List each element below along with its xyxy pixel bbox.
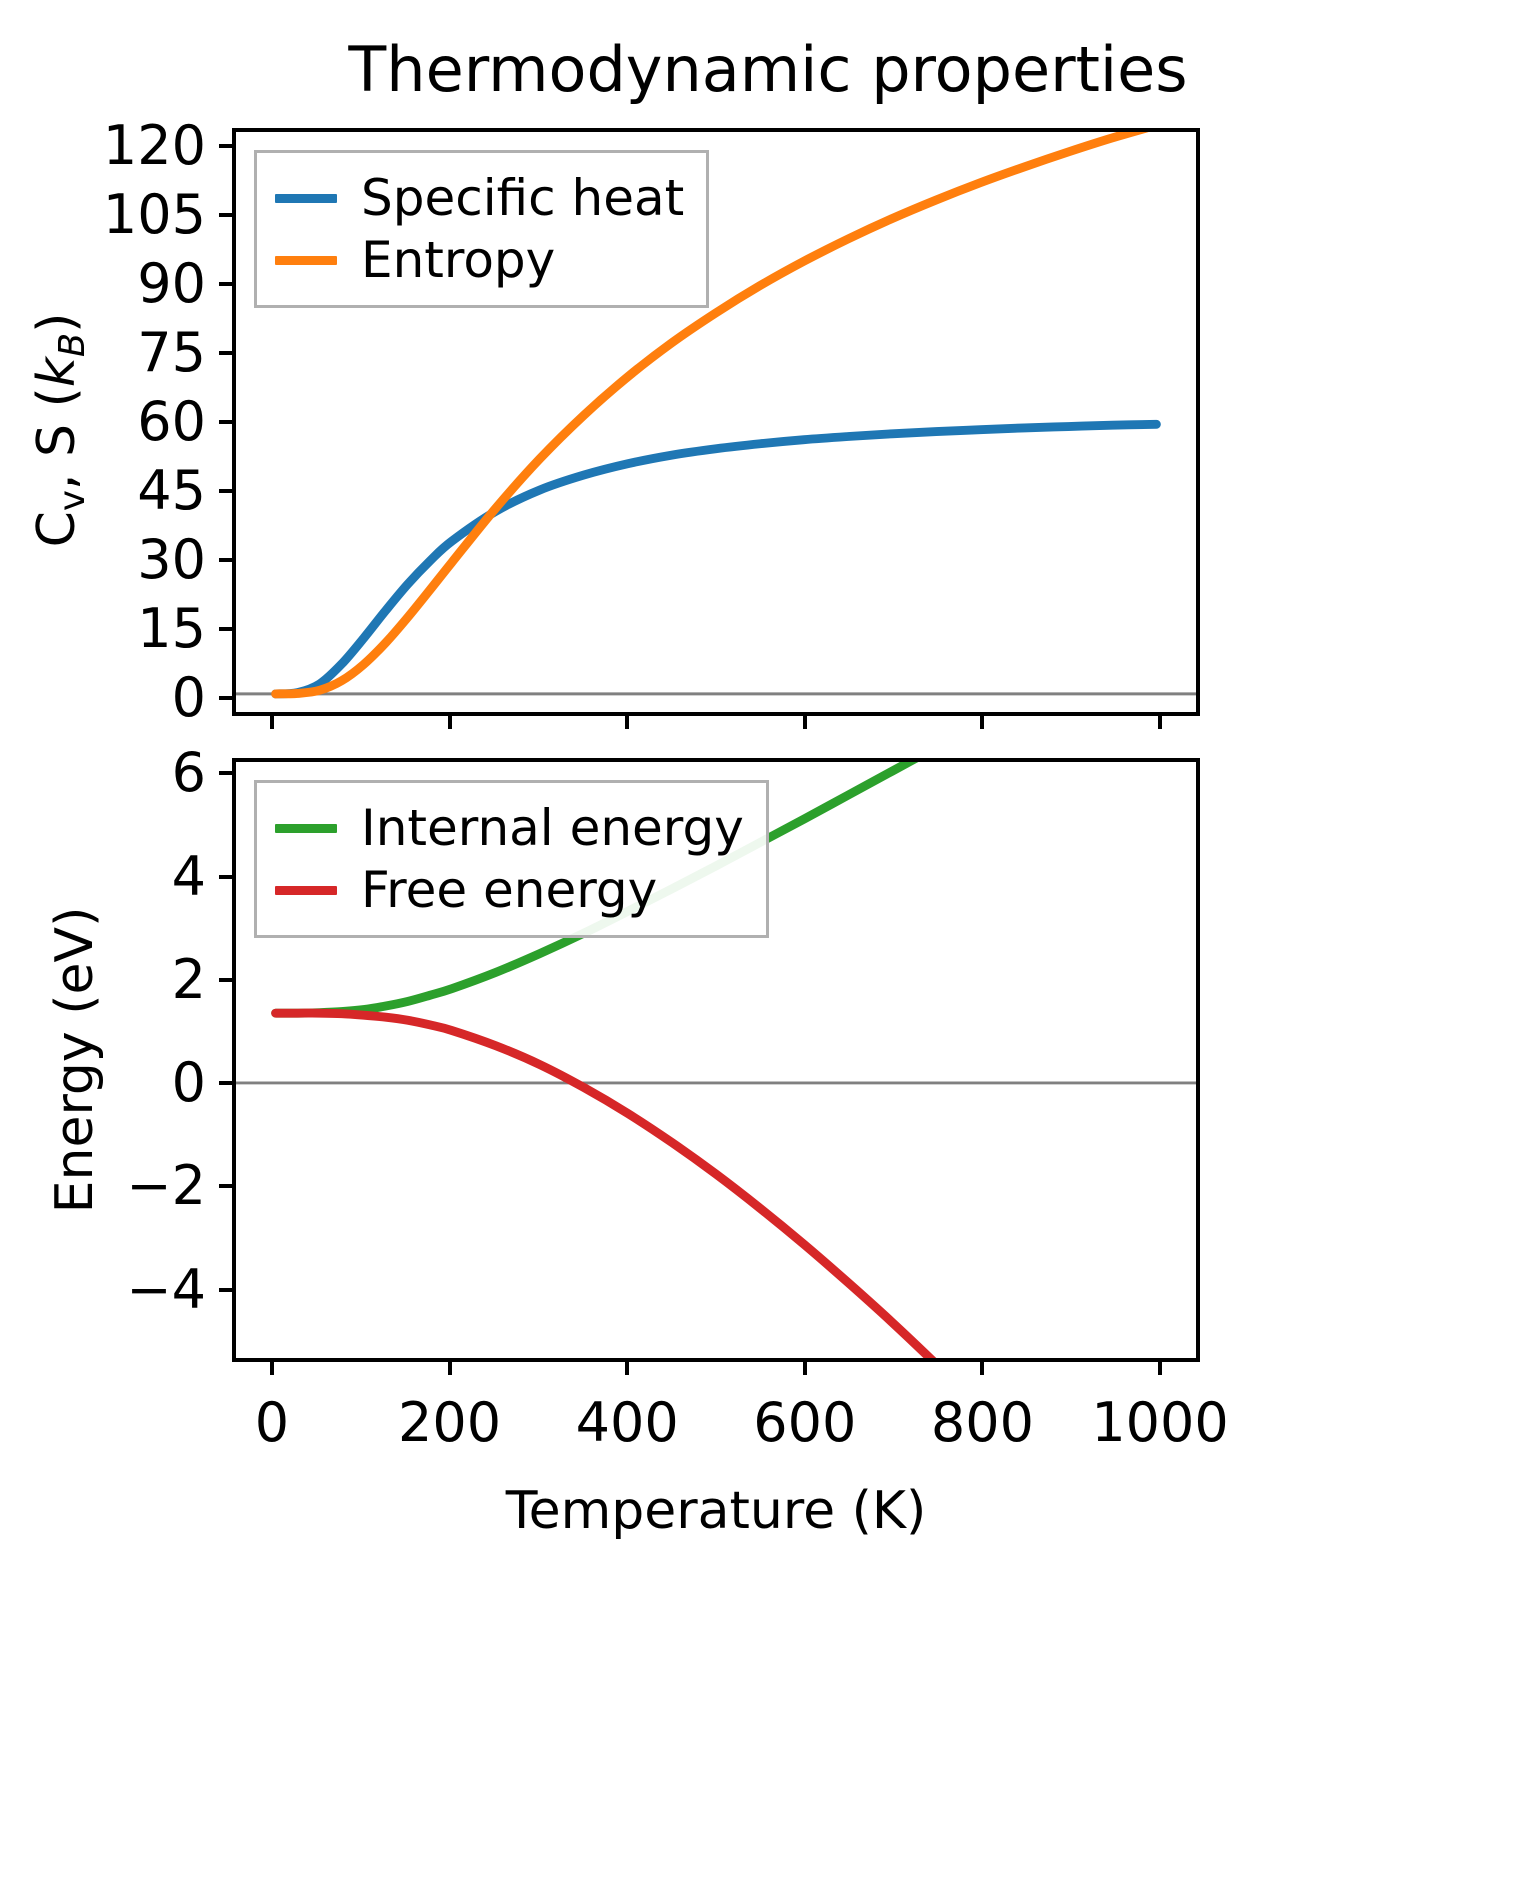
- y-axis-top-tick-mark: [219, 488, 232, 493]
- x-axis-bottom-tick-mark: [269, 1362, 274, 1375]
- y-axis-top-tick-label: 75: [137, 321, 206, 385]
- ylabel-k-symbol: k: [27, 357, 88, 388]
- y-axis-bottom-tick-label: −4: [126, 1257, 206, 1321]
- y-axis-bottom-tick-label: −2: [126, 1154, 206, 1218]
- y-axis-bottom-tick-mark: [219, 1081, 232, 1086]
- x-axis-bottom-tick-label: 600: [753, 1391, 857, 1454]
- x-axis-top-tick-mark: [269, 716, 274, 729]
- x-axis-bottom-tick-label: 200: [398, 1391, 502, 1454]
- y-axis-top-tick-mark: [219, 695, 232, 700]
- legend-swatch-entropy: [275, 255, 337, 265]
- x-axis-bottom-tick-mark: [980, 1362, 985, 1375]
- y-axis-top-tick-label: 105: [102, 183, 206, 247]
- ylabel-c-symbol: C: [27, 511, 88, 548]
- x-axis-title: Temperature (K): [505, 1481, 927, 1541]
- y-axis-bottom-tick-label: 2: [171, 947, 206, 1011]
- x-axis-top-tick-mark: [447, 716, 452, 729]
- x-axis-bottom-tick-label: 1000: [1091, 1391, 1229, 1454]
- y-axis-bottom-tick-mark: [219, 874, 232, 879]
- y-axis-bottom-tick-mark: [219, 1184, 232, 1189]
- y-axis-top-tick-label: 45: [137, 458, 206, 522]
- series-line-specific-heat: [271, 419, 1161, 699]
- y-axis-bottom-tick-label: 6: [171, 741, 206, 805]
- x-axis-top-tick-mark: [980, 716, 985, 729]
- y-axis-bottom-tick-label: 0: [171, 1051, 206, 1115]
- y-axis-bottom-tick-mark: [219, 771, 232, 776]
- legend-item-entropy[interactable]: Entropy: [275, 229, 684, 291]
- x-axis-bottom-tick-label: 800: [930, 1391, 1034, 1454]
- x-axis-bottom-tick-mark: [625, 1362, 630, 1375]
- series-line-free-energy: [271, 1008, 937, 1358]
- y-axis-top-tick-mark: [219, 213, 232, 218]
- series-line-entropy: [271, 132, 1149, 699]
- legend-item-specific-heat[interactable]: Specific heat: [275, 167, 684, 229]
- x-axis-bottom-tick-label: 400: [575, 1391, 679, 1454]
- x-axis-top-tick-mark: [625, 716, 630, 729]
- legend-label-specific-heat: Specific heat: [361, 169, 685, 227]
- y-axis-top-tick-mark: [219, 282, 232, 287]
- x-axis-bottom-tick-mark: [802, 1362, 807, 1375]
- legend-swatch-specific-heat: [275, 193, 337, 203]
- bottom-panel-legend[interactable]: Internal energy Free energy: [254, 780, 769, 938]
- y-axis-top-tick-label: 15: [137, 596, 206, 660]
- top-panel-legend[interactable]: Specific heat Entropy: [254, 150, 710, 308]
- x-axis-bottom-tick-label: 0: [254, 1391, 290, 1454]
- y-axis-bottom-tick-label: 4: [171, 844, 206, 908]
- y-axis-top-tick-mark: [219, 420, 232, 424]
- ylabel-k-subscript: B: [51, 332, 93, 358]
- legend-item-free-energy[interactable]: Free energy: [275, 859, 744, 921]
- y-axis-top-tick-mark: [219, 626, 232, 631]
- ylabel-c-subscript: v: [51, 490, 93, 512]
- x-axis-bottom-tick-mark: [447, 1362, 452, 1375]
- ylabel-mid-text: , S (: [27, 387, 88, 491]
- top-panel-y-axis-title: Cv, S (kB): [27, 136, 102, 724]
- legend-swatch-internal-energy: [275, 823, 337, 833]
- y-axis-top-tick-label: 60: [137, 390, 206, 453]
- y-axis-bottom-tick-mark: [219, 977, 232, 982]
- legend-label-entropy: Entropy: [361, 231, 556, 289]
- y-axis-top-tick-label: 120: [102, 114, 206, 178]
- x-axis-bottom-tick-mark: [1158, 1362, 1163, 1375]
- top-panel-plot-area: [236, 132, 1196, 699]
- y-axis-top-tick-mark: [219, 144, 232, 149]
- legend-label-free-energy: Free energy: [361, 861, 658, 919]
- y-axis-top-tick-label: 30: [137, 527, 206, 591]
- y-axis-top-tick-mark: [219, 557, 232, 562]
- ylabel-close-paren: ): [27, 312, 88, 333]
- figure-title: Thermodynamic properties: [348, 33, 1188, 106]
- y-axis-bottom-tick-mark: [219, 1287, 232, 1292]
- y-axis-top-tick-mark: [219, 351, 232, 356]
- legend-item-internal-energy[interactable]: Internal energy: [275, 797, 744, 859]
- x-axis-top-tick-mark: [1158, 716, 1163, 729]
- y-axis-top-tick-label: 0: [171, 665, 206, 729]
- legend-swatch-free-energy: [275, 885, 337, 895]
- bottom-panel-y-axis-title: Energy (eV): [45, 906, 105, 1214]
- legend-label-internal-energy: Internal energy: [361, 799, 744, 857]
- y-axis-top-tick-label: 90: [137, 252, 206, 316]
- x-axis-top-tick-mark: [802, 716, 807, 729]
